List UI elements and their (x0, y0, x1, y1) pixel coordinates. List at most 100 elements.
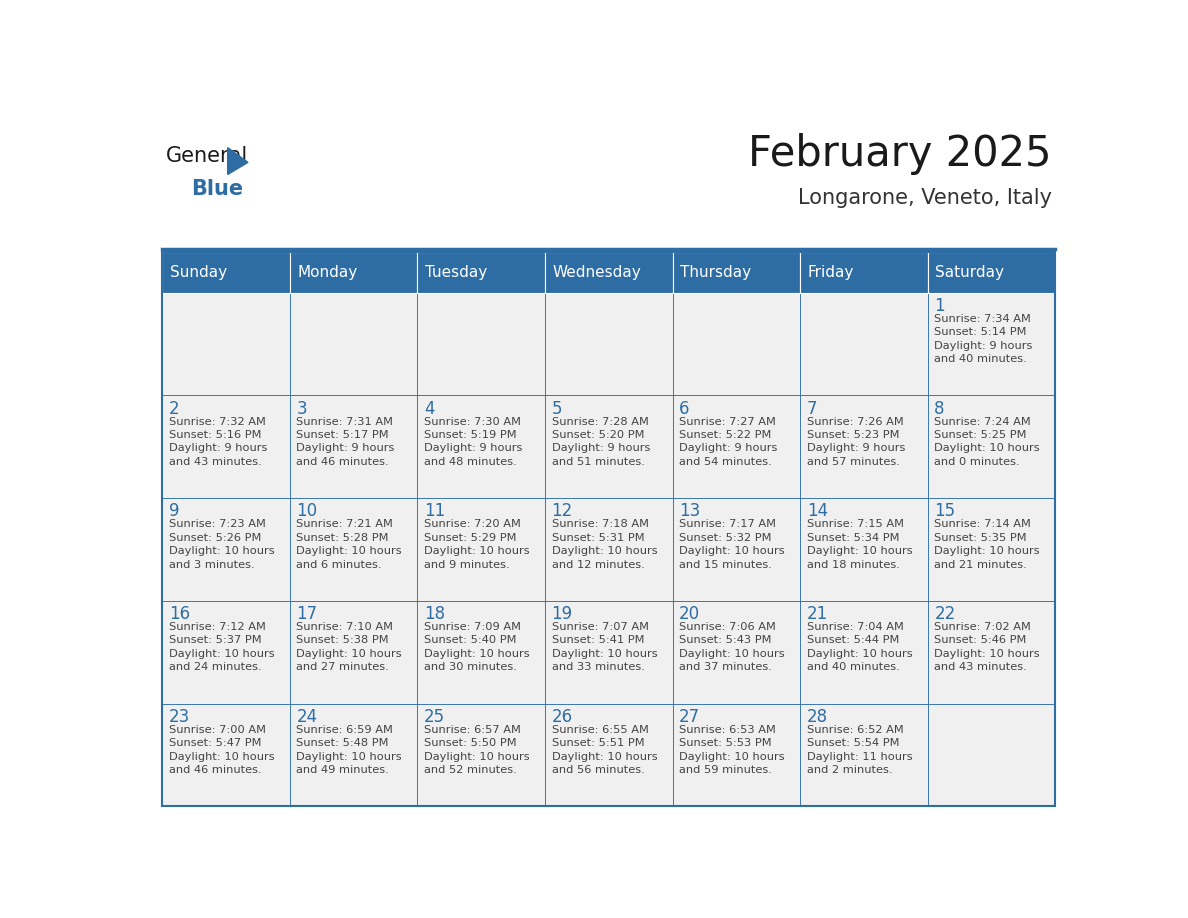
Text: Daylight: 10 hours: Daylight: 10 hours (934, 649, 1040, 659)
Text: and 40 minutes.: and 40 minutes. (934, 354, 1026, 364)
Bar (163, 703, 290, 806)
Text: Daylight: 10 hours: Daylight: 10 hours (551, 546, 657, 556)
Text: Sunset: 5:28 PM: Sunset: 5:28 PM (296, 532, 388, 543)
Text: Sunrise: 6:55 AM: Sunrise: 6:55 AM (551, 725, 649, 734)
Bar (163, 293, 290, 396)
Text: Sunset: 5:51 PM: Sunset: 5:51 PM (551, 738, 644, 748)
Bar (801, 293, 928, 396)
Text: and 0 minutes.: and 0 minutes. (934, 457, 1019, 467)
Text: and 54 minutes.: and 54 minutes. (680, 457, 772, 467)
Text: 6: 6 (680, 399, 689, 418)
Bar (290, 498, 417, 601)
Text: Sunrise: 6:57 AM: Sunrise: 6:57 AM (424, 725, 520, 734)
Text: Daylight: 9 hours: Daylight: 9 hours (680, 443, 777, 453)
Bar (928, 601, 1055, 703)
Text: Monday: Monday (297, 264, 358, 279)
Text: Sunset: 5:16 PM: Sunset: 5:16 PM (169, 430, 261, 440)
Text: 25: 25 (424, 708, 446, 726)
Text: 3: 3 (296, 399, 307, 418)
Text: and 56 minutes.: and 56 minutes. (551, 765, 644, 775)
Bar (163, 252, 1055, 806)
Bar (290, 703, 417, 806)
Text: Sunrise: 7:17 AM: Sunrise: 7:17 AM (680, 520, 776, 530)
Text: Sunrise: 7:06 AM: Sunrise: 7:06 AM (680, 622, 776, 633)
Bar (545, 601, 672, 703)
Text: 19: 19 (551, 605, 573, 623)
Text: Daylight: 10 hours: Daylight: 10 hours (169, 546, 274, 556)
Text: Sunrise: 7:24 AM: Sunrise: 7:24 AM (934, 417, 1031, 427)
Text: Sunrise: 7:27 AM: Sunrise: 7:27 AM (680, 417, 776, 427)
Text: Sunset: 5:50 PM: Sunset: 5:50 PM (424, 738, 517, 748)
Bar (163, 252, 290, 293)
Text: Sunset: 5:32 PM: Sunset: 5:32 PM (680, 532, 771, 543)
Bar (545, 293, 672, 396)
Text: Sunset: 5:54 PM: Sunset: 5:54 PM (807, 738, 899, 748)
Text: 18: 18 (424, 605, 446, 623)
Bar (928, 293, 1055, 396)
Bar (545, 252, 672, 293)
Text: General: General (166, 145, 248, 165)
Text: and 52 minutes.: and 52 minutes. (424, 765, 517, 775)
Text: Daylight: 9 hours: Daylight: 9 hours (934, 341, 1032, 351)
Text: Sunrise: 7:00 AM: Sunrise: 7:00 AM (169, 725, 266, 734)
Text: Wednesday: Wednesday (552, 264, 642, 279)
Bar (801, 601, 928, 703)
Text: Daylight: 10 hours: Daylight: 10 hours (807, 649, 912, 659)
Text: Sunset: 5:53 PM: Sunset: 5:53 PM (680, 738, 772, 748)
Bar (545, 498, 672, 601)
Text: Sunrise: 7:15 AM: Sunrise: 7:15 AM (807, 520, 904, 530)
Text: Sunrise: 7:14 AM: Sunrise: 7:14 AM (934, 520, 1031, 530)
Text: Sunset: 5:29 PM: Sunset: 5:29 PM (424, 532, 517, 543)
Text: Sunset: 5:34 PM: Sunset: 5:34 PM (807, 532, 899, 543)
Bar (417, 396, 545, 498)
Text: Sunrise: 6:53 AM: Sunrise: 6:53 AM (680, 725, 776, 734)
Bar (672, 396, 801, 498)
Text: Sunrise: 6:52 AM: Sunrise: 6:52 AM (807, 725, 903, 734)
Bar (672, 601, 801, 703)
Text: Sunrise: 7:02 AM: Sunrise: 7:02 AM (934, 622, 1031, 633)
Text: Daylight: 10 hours: Daylight: 10 hours (551, 649, 657, 659)
Text: Daylight: 10 hours: Daylight: 10 hours (296, 752, 402, 762)
Text: and 43 minutes.: and 43 minutes. (169, 457, 261, 467)
Text: and 3 minutes.: and 3 minutes. (169, 560, 254, 569)
Bar (163, 601, 290, 703)
Text: Sunset: 5:20 PM: Sunset: 5:20 PM (551, 430, 644, 440)
Text: 12: 12 (551, 502, 573, 521)
Text: February 2025: February 2025 (748, 133, 1051, 175)
Bar (290, 396, 417, 498)
Bar (545, 703, 672, 806)
Text: 24: 24 (296, 708, 317, 726)
Text: Thursday: Thursday (680, 264, 751, 279)
Text: Sunset: 5:26 PM: Sunset: 5:26 PM (169, 532, 261, 543)
Text: Sunset: 5:14 PM: Sunset: 5:14 PM (934, 327, 1026, 337)
Text: Sunrise: 7:20 AM: Sunrise: 7:20 AM (424, 520, 520, 530)
Text: 4: 4 (424, 399, 435, 418)
Text: 1: 1 (934, 297, 944, 315)
Text: and 57 minutes.: and 57 minutes. (807, 457, 899, 467)
Text: Sunset: 5:46 PM: Sunset: 5:46 PM (934, 635, 1026, 645)
Text: 27: 27 (680, 708, 700, 726)
Text: and 6 minutes.: and 6 minutes. (296, 560, 381, 569)
Text: 8: 8 (934, 399, 944, 418)
Bar (417, 601, 545, 703)
Bar (801, 498, 928, 601)
Bar (163, 498, 290, 601)
Text: and 9 minutes.: and 9 minutes. (424, 560, 510, 569)
Text: Sunset: 5:25 PM: Sunset: 5:25 PM (934, 430, 1026, 440)
Text: 20: 20 (680, 605, 700, 623)
Text: 7: 7 (807, 399, 817, 418)
Bar (417, 252, 545, 293)
Text: Sunday: Sunday (170, 264, 227, 279)
Bar (672, 703, 801, 806)
Text: Saturday: Saturday (935, 264, 1004, 279)
Text: Sunrise: 7:32 AM: Sunrise: 7:32 AM (169, 417, 266, 427)
Bar (801, 252, 928, 293)
Text: Sunset: 5:38 PM: Sunset: 5:38 PM (296, 635, 388, 645)
Text: Daylight: 11 hours: Daylight: 11 hours (807, 752, 912, 762)
Text: Daylight: 10 hours: Daylight: 10 hours (680, 752, 785, 762)
Text: Sunset: 5:48 PM: Sunset: 5:48 PM (296, 738, 388, 748)
Bar (928, 396, 1055, 498)
Text: Daylight: 9 hours: Daylight: 9 hours (169, 443, 267, 453)
Text: Sunrise: 7:30 AM: Sunrise: 7:30 AM (424, 417, 520, 427)
Text: Sunset: 5:43 PM: Sunset: 5:43 PM (680, 635, 771, 645)
